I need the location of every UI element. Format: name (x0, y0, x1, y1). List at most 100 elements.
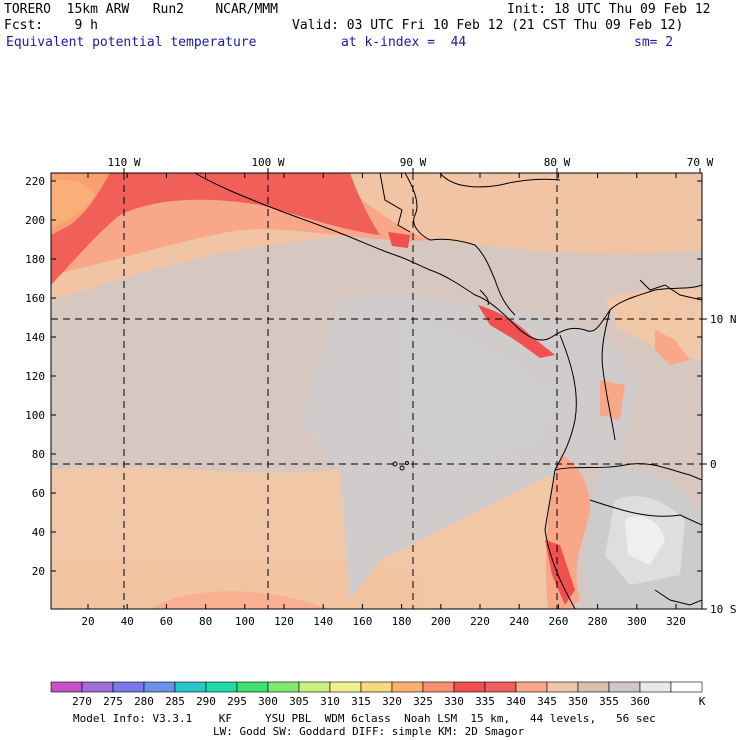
x-tick-label: 200 (431, 615, 451, 628)
model-title: TORERO 15km ARW Run2 NCAR/MMM (4, 2, 278, 17)
colorbar-label: 310 (320, 695, 340, 708)
field-venezuela (605, 288, 702, 360)
colorbar-label: 335 (475, 695, 495, 708)
field-venezuela-warm (655, 330, 690, 365)
colorbar-swatch (608, 681, 641, 693)
colorbar-label: 325 (413, 695, 433, 708)
colorbar-swatch (577, 681, 610, 693)
colorbar-label: 315 (351, 695, 371, 708)
field-amazon-white (625, 516, 665, 565)
colorbar-label: 280 (134, 695, 154, 708)
colorbar-label: 305 (289, 695, 309, 708)
x-tick-label: 60 (160, 615, 173, 628)
x-tick-label: 240 (509, 615, 529, 628)
y-tick-label: 60 (32, 487, 45, 500)
field-bottom-warm (150, 591, 330, 609)
x-tick-label: 160 (352, 615, 372, 628)
colorbar-label: 275 (103, 695, 123, 708)
field-hot-peru (545, 540, 575, 605)
x-tick-label: 320 (666, 615, 686, 628)
colorbar-swatch (50, 681, 83, 693)
y-tick-label: 160 (25, 292, 45, 305)
colorbar-label: 345 (537, 695, 557, 708)
colorbar-label: 355 (599, 695, 619, 708)
graticule (51, 173, 702, 609)
x-tick-label: 40 (121, 615, 134, 628)
y-tick-label: 200 (25, 214, 45, 227)
longitude-labels: 110 W 100 W 90 W 80 W 70 W (107, 156, 714, 173)
x-tick-label: 140 (313, 615, 333, 628)
x-tick-label: 100 (235, 615, 255, 628)
lon-label: 70 W (687, 156, 714, 169)
colorbar-swatch (484, 681, 517, 693)
coastlines (194, 173, 702, 609)
latitude-labels: 10 N 0 10 S (702, 313, 737, 616)
x-tick-label: 280 (588, 615, 608, 628)
colorbar-swatch (298, 681, 331, 693)
field-name: Equivalent potential temperature (6, 35, 257, 50)
forecast-hour: Fcst: 9 h (4, 18, 98, 33)
y-tick-label: 220 (25, 175, 45, 188)
colorbar-label: 330 (444, 695, 464, 708)
x-tick-label: 180 (392, 615, 412, 628)
colorbar-swatch (329, 681, 362, 693)
colorbar-unit: K (699, 695, 706, 708)
y-tick-label: 120 (25, 370, 45, 383)
y-axis-ticks: 20 40 60 80 100 120 140 160 180 200 220 (25, 175, 702, 578)
colorbar-swatch (639, 681, 672, 693)
lon-label: 90 W (400, 156, 427, 169)
colorbar: 270 275 280 285 290 295 300 305 310 315 320 325 330 3… (50, 681, 706, 708)
lon-label: 100 W (251, 156, 284, 169)
colorbar-swatch (112, 681, 145, 693)
colorbar-label: 295 (227, 695, 247, 708)
colorbar-label: 350 (568, 695, 588, 708)
colorbar-swatch (670, 681, 703, 693)
y-tick-label: 20 (32, 565, 45, 578)
x-tick-label: 300 (627, 615, 647, 628)
field-hot-costarica (478, 305, 555, 358)
colorbar-label: 300 (258, 695, 278, 708)
x-tick-label: 220 (470, 615, 490, 628)
colorbar-swatch (143, 681, 176, 693)
x-tick-label: 260 (548, 615, 568, 628)
lat-label: 10 N (710, 313, 737, 326)
x-axis-ticks: 20 40 60 80 100 120 140 160 180 200 220 240 260 280 30… (81, 173, 686, 628)
k-index: at k-index = 44 (341, 35, 467, 50)
y-tick-label: 40 (32, 526, 45, 539)
y-tick-label: 180 (25, 253, 45, 266)
field-south-band-2 (51, 558, 420, 609)
colorbar-label: 285 (165, 695, 185, 708)
field-hot-guatemala (388, 232, 410, 248)
colorbar-swatch (546, 681, 579, 693)
colorbar-label: 290 (196, 695, 216, 708)
x-tick-label: 80 (199, 615, 212, 628)
smoothing: sm= 2 (634, 35, 674, 50)
colorbar-swatch (360, 681, 393, 693)
physics-info: LW: Godd SW: Goddard DIFF: simple KM: 2D… (213, 725, 525, 738)
lon-label: 110 W (107, 156, 140, 169)
y-tick-label: 80 (32, 448, 45, 461)
lat-label: 10 S (710, 603, 737, 616)
y-tick-label: 100 (25, 409, 45, 422)
field-hot-upper-left (51, 173, 380, 285)
valid-time: Valid: 03 UTC Fri 10 Feb 12 (21 CST Thu … (292, 18, 684, 33)
y-tick-label: 140 (25, 331, 45, 344)
colorbar-swatch (205, 681, 238, 693)
colorbar-swatch (174, 681, 207, 693)
lat-label: 0 (710, 458, 717, 471)
colorbar-label: 360 (630, 695, 650, 708)
colorbar-swatch (81, 681, 114, 693)
colorbar-label: 270 (72, 695, 92, 708)
colorbar-swatch (391, 681, 424, 693)
colorbar-label: 340 (506, 695, 526, 708)
colorbar-swatch (236, 681, 269, 693)
x-tick-label: 120 (274, 615, 294, 628)
colorbar-swatch (515, 681, 548, 693)
x-tick-label: 20 (81, 615, 94, 628)
model-info: Model Info: V3.3.1 KF YSU PBL WDM 6class… (73, 712, 656, 725)
map-field (51, 173, 702, 609)
field-center-grey-2 (400, 320, 560, 470)
colorbar-swatch (453, 681, 486, 693)
colorbar-swatch (422, 681, 455, 693)
